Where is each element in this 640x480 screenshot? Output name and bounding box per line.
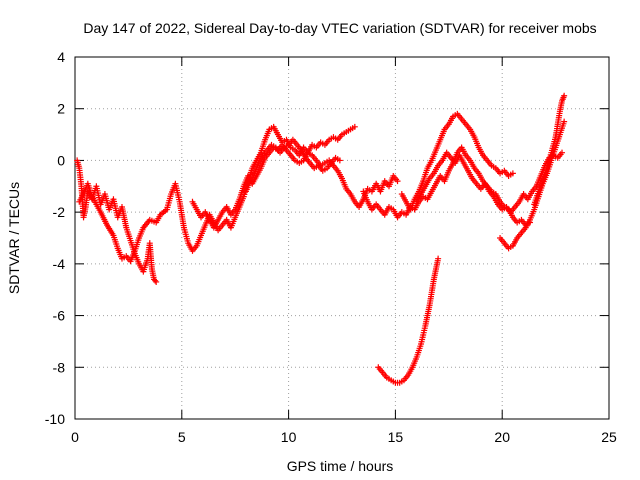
data-point: [435, 255, 442, 262]
y-tick-label: -2: [53, 204, 66, 220]
y-tick-label: -4: [53, 256, 66, 272]
y-tick-label: -8: [53, 359, 66, 375]
chart-title: Day 147 of 2022, Sidereal Day-to-day VTE…: [83, 20, 596, 36]
x-tick-label: 10: [281, 429, 297, 445]
grid-lines: [75, 57, 609, 419]
series-track-2: [76, 123, 401, 265]
x-tick-label: 25: [601, 429, 617, 445]
y-axis: -10 -8 -6 -4 -2 0 2 4: [45, 49, 609, 427]
y-axis-label: SDTVAR / TECUs: [6, 182, 22, 294]
x-tick-label: 20: [494, 429, 510, 445]
series-track-4: [242, 136, 343, 195]
data-point: [561, 92, 568, 99]
series-track-3: [189, 123, 358, 231]
series-track-6: [398, 110, 516, 213]
data-point: [351, 123, 358, 130]
series-track-10: [375, 255, 442, 386]
data-points: [74, 92, 568, 386]
series-track-1: [74, 157, 160, 285]
x-axis-label: GPS time / hours: [287, 458, 394, 474]
data-point: [153, 278, 160, 285]
series-track-9: [531, 92, 568, 208]
x-axis: 0 5 10 15 20 25: [71, 57, 617, 445]
x-tick-label: 5: [178, 429, 186, 445]
x-tick-label: 15: [388, 429, 404, 445]
plot-frame: [74, 56, 610, 420]
data-point: [336, 157, 343, 164]
data-point: [509, 170, 516, 177]
series-track-7: [413, 149, 566, 216]
data-point: [561, 118, 568, 125]
series-track-8: [497, 118, 568, 252]
y-tick-label: 4: [57, 49, 65, 65]
x-tick-label: 0: [71, 429, 79, 445]
y-tick-label: -6: [53, 308, 66, 324]
y-tick-label: 2: [57, 101, 65, 117]
y-tick-label: 0: [57, 152, 65, 168]
data-point: [394, 178, 401, 185]
data-point: [559, 149, 566, 156]
data-point: [152, 277, 159, 284]
y-tick-label: -10: [45, 411, 65, 427]
